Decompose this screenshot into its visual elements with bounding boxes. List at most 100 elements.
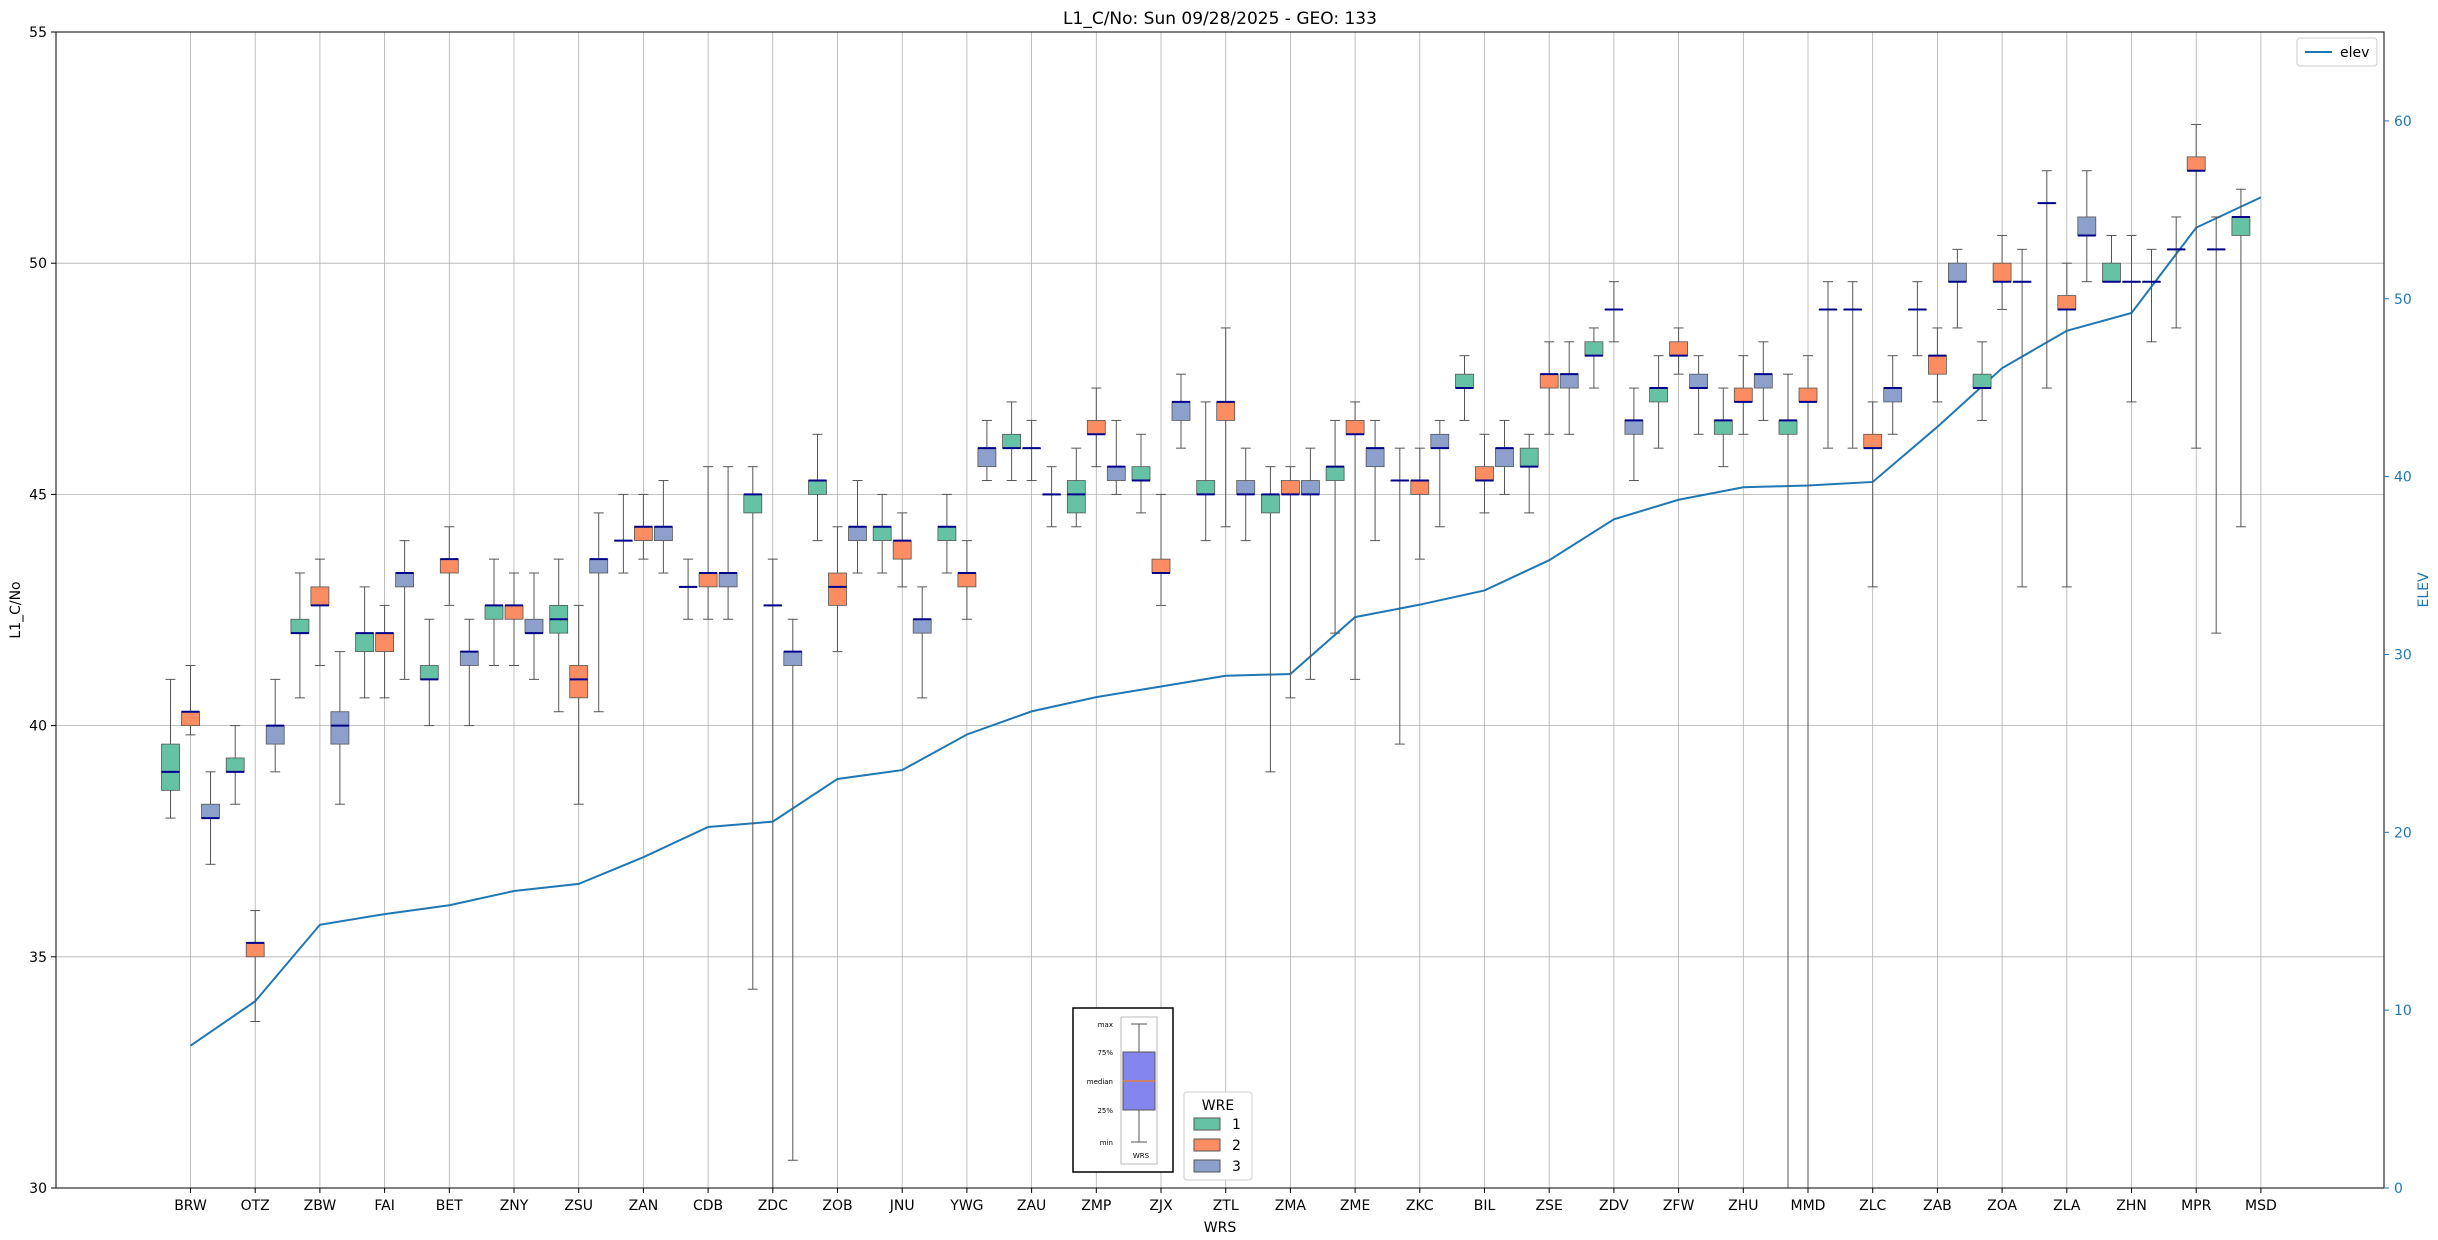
iqr-box <box>2102 262 2121 283</box>
iqr-box <box>439 558 459 574</box>
iqr-box <box>1066 480 1086 514</box>
iqr-box <box>912 618 932 634</box>
boxplot-key-label-min: min <box>1100 1139 1113 1147</box>
boxplot-key-xlabel: WRS <box>1133 1152 1150 1160</box>
iqr-box <box>504 604 524 620</box>
iqr-box <box>419 665 439 680</box>
box-zob-wre3 <box>848 480 867 574</box>
iqr-box <box>743 493 763 514</box>
x-tick-label: YWG <box>949 1198 983 1214</box>
box-zla-wre2 <box>2057 262 2077 588</box>
x-tick-label: ZFW <box>1663 1198 1695 1214</box>
iqr-box <box>1948 262 1967 283</box>
y2-tick-label: 40 <box>2394 470 2412 486</box>
x-tick-label: ZMA <box>1275 1198 1307 1214</box>
box-ywg-wre2 <box>957 540 977 620</box>
iqr-box <box>524 618 544 634</box>
wre-legend-label-1: 1 <box>1232 1117 1241 1133</box>
wre-legend: WRE 1 2 3 <box>1183 1091 1253 1181</box>
iqr-box <box>330 711 350 745</box>
x-tick-label: ZAB <box>1923 1198 1952 1214</box>
x-tick-label: ZKC <box>1406 1198 1434 1214</box>
iqr-box <box>634 526 653 542</box>
iqr-box <box>290 618 310 634</box>
box-zau-wre1 <box>1002 401 1021 482</box>
box-ywg-wre1 <box>937 493 957 574</box>
y2-tick-label: 50 <box>2394 292 2412 308</box>
box-zhn-wre3 <box>2142 248 2161 343</box>
elev-legend-frame <box>2296 37 2378 67</box>
box-zse-wre2 <box>1539 341 1559 435</box>
iqr-box <box>375 632 395 653</box>
x-tick-label: ZAU <box>1017 1198 1046 1214</box>
iqr-box <box>1753 373 1773 389</box>
plot-frame <box>55 31 2385 1189</box>
box-zma-wre3 <box>1301 447 1320 680</box>
x-tick-label: MPR <box>2181 1198 2212 1214</box>
box-zhu-wre3 <box>1753 341 1773 421</box>
iqr-box <box>181 711 200 727</box>
wre-legend-title: WRE <box>1202 1098 1234 1114</box>
iqr-box <box>225 757 245 773</box>
box-zoa-wre3 <box>2012 248 2032 588</box>
box-zma-wre1 <box>1261 466 1280 773</box>
iqr-box <box>1649 387 1668 403</box>
box-zlc-wre1 <box>1843 281 1863 449</box>
box-zdc-wre2 <box>763 558 783 1188</box>
box-mmd-wre1 <box>1778 373 1798 1188</box>
box-zoa-wre1 <box>1972 341 1992 421</box>
x-tick-label: ZME <box>1340 1198 1371 1214</box>
box-bet-wre1 <box>419 618 439 727</box>
box-brw-wre2 <box>181 664 200 736</box>
box-zma-wre2 <box>1281 466 1300 699</box>
box-mpr-wre2 <box>2186 123 2206 449</box>
y-axis-label: L1_C/No <box>8 581 24 638</box>
iqr-box <box>1281 480 1300 495</box>
box-zhu-wre1 <box>1713 387 1733 468</box>
x-tick-label: FAI <box>374 1198 394 1214</box>
box-zbw-wre1 <box>290 572 310 699</box>
x-tick-label: BET <box>436 1198 463 1214</box>
wre-legend-swatch-2 <box>1193 1138 1221 1152</box>
elev-line-layer <box>189 196 2262 1047</box>
box-zsu-wre2 <box>569 604 589 805</box>
iqr-box <box>1972 373 1992 389</box>
wre-legend-label-2: 2 <box>1232 1138 1241 1154</box>
iqr-box <box>1365 447 1385 468</box>
box-mpr-wre3 <box>2206 216 2226 634</box>
iqr-box <box>201 803 220 819</box>
box-zla-wre3 <box>2077 170 2097 283</box>
iqr-box <box>1992 262 2012 283</box>
iqr-box <box>1519 447 1539 468</box>
iqr-box <box>892 540 912 560</box>
y2-tick-label: 60 <box>2394 114 2412 130</box>
box-bet-wre3 <box>459 618 479 727</box>
box-zdv-wre1 <box>1584 327 1604 389</box>
y-tick-label: 35 <box>29 950 47 966</box>
box-fai-wre2 <box>375 604 395 699</box>
iqr-box <box>1106 466 1126 481</box>
box-zan-wre3 <box>654 480 673 574</box>
iqr-box <box>2231 216 2251 236</box>
box-ztl-wre2 <box>1216 327 1236 528</box>
box-zab-wre3 <box>1948 248 1967 329</box>
box-zab-wre2 <box>1928 327 1947 403</box>
box-zny-wre1 <box>484 558 504 666</box>
box-zhn-wre1 <box>2102 234 2121 283</box>
boxplot-key-label-median: median <box>1087 1078 1113 1086</box>
iqr-box <box>1624 420 1644 435</box>
iqr-box <box>1928 355 1947 375</box>
iqr-box <box>1559 373 1579 389</box>
iqr-box <box>828 572 847 606</box>
boxplot-key-label-max: max <box>1098 1021 1113 1029</box>
iqr-box <box>1863 433 1883 449</box>
y-tick-label: 40 <box>29 719 47 735</box>
elev-legend: elev <box>2296 37 2378 67</box>
wre-legend-swatch-3 <box>1193 1159 1221 1173</box>
box-zan-wre2 <box>634 493 653 560</box>
iqr-box <box>2057 295 2077 310</box>
x-tick-label: BRW <box>174 1198 207 1214</box>
x-axis: BRW OTZ ZBW FAI BET ZNY ZSU ZAN CDB ZDC ZOB JNU YWG Z… <box>174 1188 2277 1214</box>
